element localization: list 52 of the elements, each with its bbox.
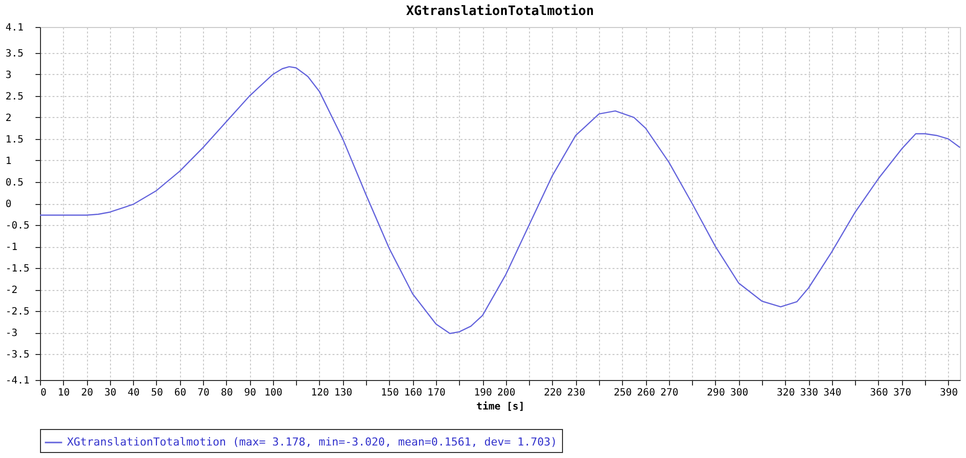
x-tick-label: 160 [404,388,422,398]
x-tick-label: 70 [198,388,210,398]
legend-label: XGtranslationTotalmotion (max= 3.178, min=-3.020, mean=0.1561, dev= 1.703) [67,436,558,448]
y-tick-label: 1 [6,156,12,167]
x-tick-label: 200 [497,388,516,398]
x-tick-label: 230 [567,388,586,398]
x-tick-label: 10 [58,388,70,398]
x-tick-label: 300 [730,388,748,398]
x-tick-label: 120 [310,388,330,398]
x-tick-label: 250 [614,388,632,398]
y-tick-label: 2.5 [6,91,24,102]
x-tick-label: 130 [334,388,352,398]
x-tick-label: 290 [706,388,725,398]
x-axis-title: time [s] [476,400,525,412]
y-tick-label: -0.5 [6,220,30,232]
x-tick-label: 60 [174,388,186,398]
x-tick-label: 360 [870,388,888,398]
y-tick-label: 4.1 [6,22,24,34]
y-tick-label: 0 [6,199,12,210]
y-tick-label: -3.5 [6,350,30,361]
y-tick-label: -2.5 [6,306,30,318]
chart-title: XGtranslationTotalmotion [406,4,594,19]
x-tick-label: 220 [544,388,562,398]
x-tick-label: 0 [40,388,47,398]
x-tick-label: 50 [150,388,163,398]
x-tick-label: 150 [380,388,399,398]
x-tick-label: 100 [264,388,282,398]
y-tick-label: -3 [6,328,18,340]
y-tick-label: -1.5 [6,264,30,275]
x-tick-label: 90 [244,388,256,398]
y-tick-label: 0.5 [6,177,24,188]
y-tick-label: -2 [6,285,18,296]
x-tick-label: 390 [940,388,958,398]
y-tick-label: -4.1 [6,376,30,386]
x-tick-label: 20 [81,388,94,398]
x-tick-label: 260 [637,388,656,398]
x-tick-label: 270 [660,388,678,398]
y-tick-label: 3 [6,70,12,81]
x-tick-label: 30 [104,388,116,398]
x-tick-label: 320 [776,388,795,398]
y-tick-label: -1 [6,242,18,254]
x-tick-label: 340 [823,388,842,398]
x-tick-label: 80 [220,388,233,398]
x-tick-label: 330 [800,388,818,398]
y-tick-label: 1.5 [6,134,24,146]
line-series [39,66,961,334]
y-tick-label: 3.5 [6,48,24,60]
x-tick-label: 170 [427,388,446,398]
x-tick-label: 190 [474,388,492,398]
x-tick-label: 370 [893,388,912,398]
x-tick-label: 40 [128,388,140,398]
y-tick-label: 2 [6,112,12,124]
